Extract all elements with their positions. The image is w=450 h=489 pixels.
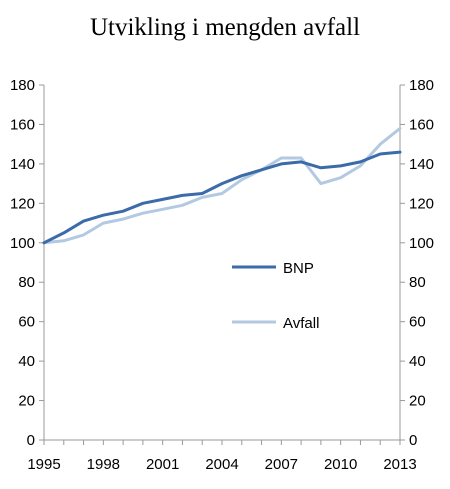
y-tick-label-right: 180 bbox=[409, 77, 434, 94]
x-tick-label: 2001 bbox=[146, 456, 179, 473]
x-tick-label: 1995 bbox=[27, 456, 60, 473]
y-tick-label-right: 40 bbox=[409, 353, 426, 370]
y-tick-label-left: 60 bbox=[18, 314, 35, 331]
x-tick-label: 2013 bbox=[383, 456, 416, 473]
y-tick-label-left: 100 bbox=[10, 235, 35, 252]
y-tick-label-left: 120 bbox=[10, 195, 35, 212]
y-tick-label-right: 60 bbox=[409, 314, 426, 331]
x-tick-label: 2007 bbox=[265, 456, 298, 473]
series-line-bnp bbox=[42, 150, 402, 245]
y-tick-label-left: 0 bbox=[27, 432, 35, 449]
y-tick-label-left: 160 bbox=[10, 116, 35, 133]
x-tick-label: 1998 bbox=[87, 456, 120, 473]
y-tick-label-left: 180 bbox=[10, 77, 35, 94]
legend-label-bnp: BNP bbox=[283, 260, 314, 277]
y-tick-label-right: 80 bbox=[409, 274, 426, 291]
x-tick-label: 2010 bbox=[324, 456, 357, 473]
y-tick-label-left: 140 bbox=[10, 156, 35, 173]
y-tick-label-right: 0 bbox=[409, 432, 417, 449]
series-line-avfall bbox=[42, 126, 402, 245]
y-tick-label-right: 160 bbox=[409, 116, 434, 133]
x-tick-label: 2004 bbox=[205, 456, 238, 473]
y-tick-label-left: 80 bbox=[18, 274, 35, 291]
y-tick-label-right: 20 bbox=[409, 393, 426, 410]
y-tick-label-left: 20 bbox=[18, 393, 35, 410]
y-tick-label-right: 100 bbox=[409, 235, 434, 252]
y-tick-label-right: 140 bbox=[409, 156, 434, 173]
y-tick-label-left: 40 bbox=[18, 353, 35, 370]
y-tick-label-right: 120 bbox=[409, 195, 434, 212]
chart-title: Utvikling i mengden avfall bbox=[89, 14, 361, 41]
legend-label-avfall: Avfall bbox=[283, 315, 319, 332]
